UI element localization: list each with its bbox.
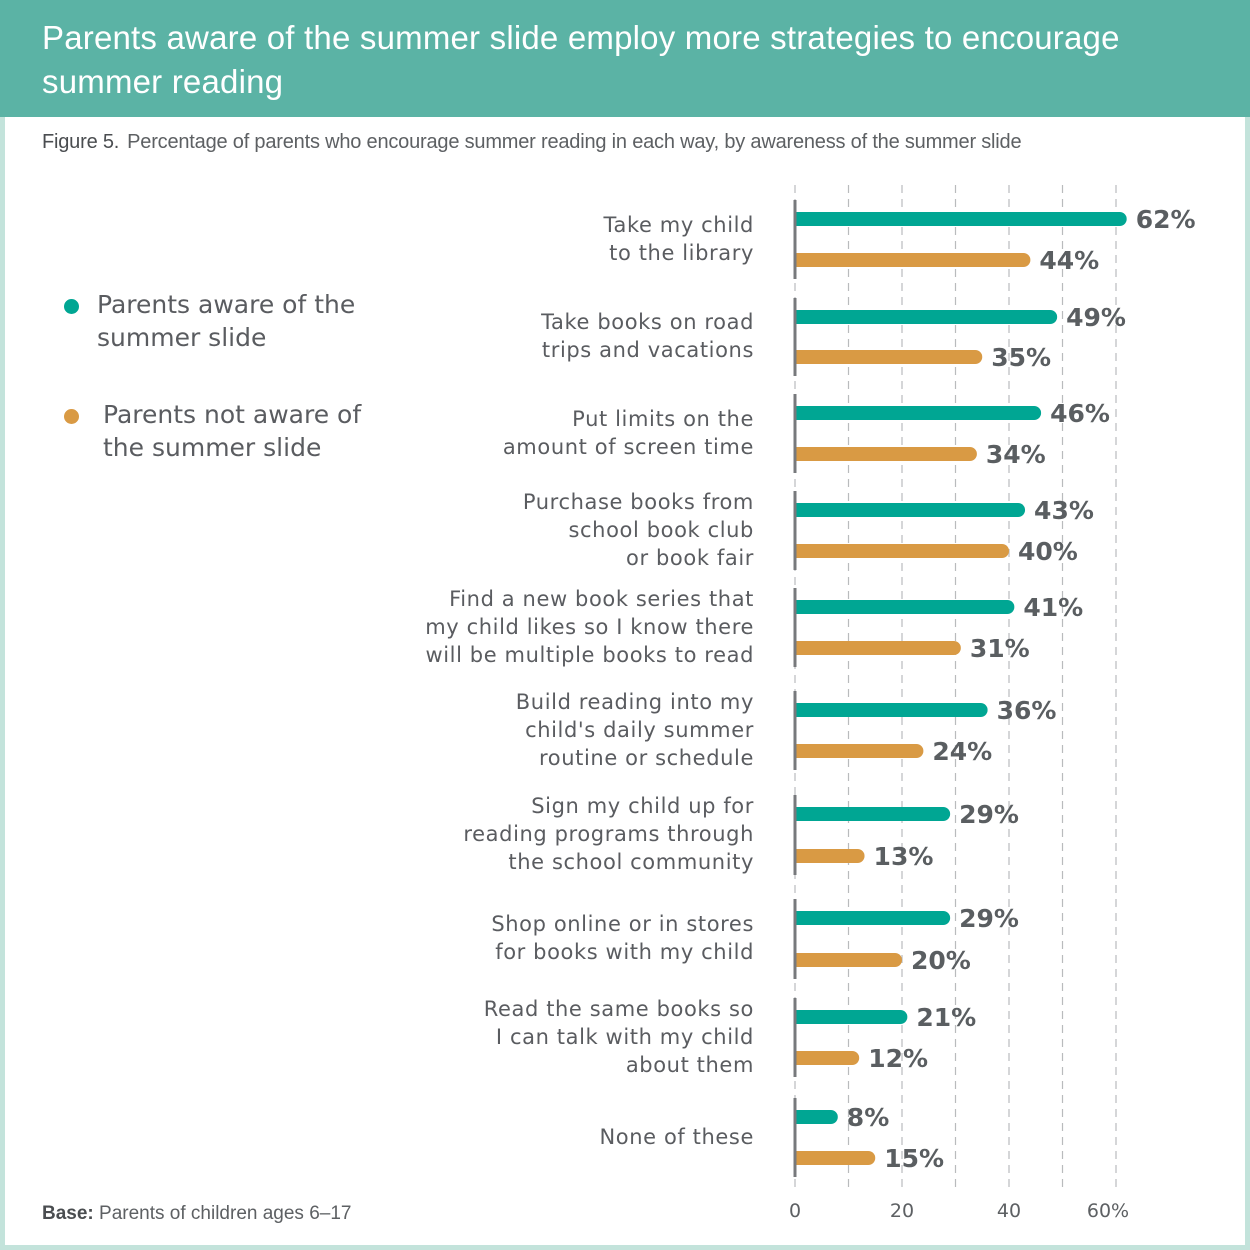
value-label-aware: 41% <box>1023 593 1083 622</box>
value-label-not-aware: 12% <box>868 1044 928 1073</box>
legend-dot-not-aware-icon <box>64 409 79 424</box>
bar-not-aware <box>796 641 961 656</box>
x-tick-label: 60% <box>1087 1200 1129 1222</box>
category-label: Build reading into my child's daily summ… <box>515 689 754 770</box>
page-title: Parents aware of the summer slide employ… <box>42 19 1120 100</box>
value-label-aware: 49% <box>1066 303 1126 332</box>
bar-not-aware <box>796 544 1009 558</box>
value-label-aware: 36% <box>997 696 1057 725</box>
bar-aware <box>796 212 1127 226</box>
value-label-aware: 62% <box>1136 205 1196 234</box>
bar-aware <box>796 310 1058 324</box>
header-banner: Parents aware of the summer slide employ… <box>0 0 1250 117</box>
value-label-aware: 29% <box>959 904 1019 933</box>
legend-dot-aware-icon <box>64 299 79 314</box>
bar-not-aware <box>796 447 977 461</box>
value-label-not-aware: 44% <box>1039 246 1099 275</box>
value-label-aware: 21% <box>916 1003 976 1032</box>
figure-caption: Figure 5. Percentage of parents who encou… <box>42 131 1022 154</box>
category-label: Shop online or in stores for books with … <box>491 912 754 964</box>
value-label-aware: 43% <box>1034 496 1094 525</box>
value-label-aware: 8% <box>847 1103 889 1132</box>
bar-aware <box>796 1110 838 1124</box>
figure-caption-text: Percentage of parents who encourage summ… <box>127 131 1022 153</box>
legend-label: Parents not aware of the summer slide <box>103 400 362 462</box>
bar-aware <box>796 911 951 925</box>
bar-aware <box>796 503 1026 517</box>
base-label: Base: <box>42 1203 94 1224</box>
bar-not-aware <box>796 744 924 758</box>
category-label: Take my child to the library <box>603 212 754 265</box>
legend-label: Parents aware of the summer slide <box>97 290 356 352</box>
bar-not-aware <box>796 953 902 967</box>
legend-item-not-aware: Parents not aware of the summer slide <box>60 398 403 464</box>
chart-frame <box>5 0 1245 1245</box>
x-tick-label: 0 <box>789 1200 801 1222</box>
value-label-not-aware: 13% <box>874 842 934 871</box>
legend-item-aware: Parents aware of the summer slide <box>60 288 403 354</box>
base-note: Base: Parents of children ages 6–17 <box>42 1203 351 1225</box>
bar-aware <box>796 1010 908 1024</box>
x-tick-label: 40 <box>997 1200 1021 1222</box>
category-label: Purchase books from school book club or … <box>522 489 754 570</box>
x-tick-label: 20 <box>890 1200 914 1222</box>
bar-not-aware <box>796 1051 860 1065</box>
bar-not-aware <box>796 350 983 364</box>
base-text: Parents of children ages 6–17 <box>99 1203 352 1224</box>
bar-aware <box>796 406 1042 420</box>
value-label-aware: 46% <box>1050 399 1110 428</box>
value-label-not-aware: 24% <box>932 737 992 766</box>
bar-aware <box>796 600 1015 614</box>
category-label: Take books on road trips and vacations <box>541 310 754 362</box>
bar-not-aware <box>796 849 865 863</box>
category-label: None of these <box>599 1124 754 1149</box>
category-label: Put limits on the amount of screen time <box>502 406 754 459</box>
value-label-not-aware: 40% <box>1018 537 1078 566</box>
bar-not-aware <box>796 1151 876 1165</box>
value-label-not-aware: 34% <box>986 440 1046 469</box>
category-label: Sign my child up for reading programs th… <box>463 794 754 874</box>
bar-aware <box>796 703 988 717</box>
category-label: Read the same books so I can talk with m… <box>483 996 754 1077</box>
value-label-not-aware: 15% <box>884 1144 944 1173</box>
figure-label: Figure 5. <box>42 131 120 153</box>
legend: Parents aware of the summer slide Parent… <box>60 288 403 508</box>
bar-not-aware <box>796 253 1031 267</box>
value-label-not-aware: 20% <box>911 946 971 975</box>
value-label-aware: 29% <box>959 800 1019 829</box>
category-label: Find a new book series that my child lik… <box>425 586 754 667</box>
bar-aware <box>796 807 951 822</box>
value-label-not-aware: 35% <box>991 343 1051 372</box>
value-label-not-aware: 31% <box>970 634 1030 663</box>
